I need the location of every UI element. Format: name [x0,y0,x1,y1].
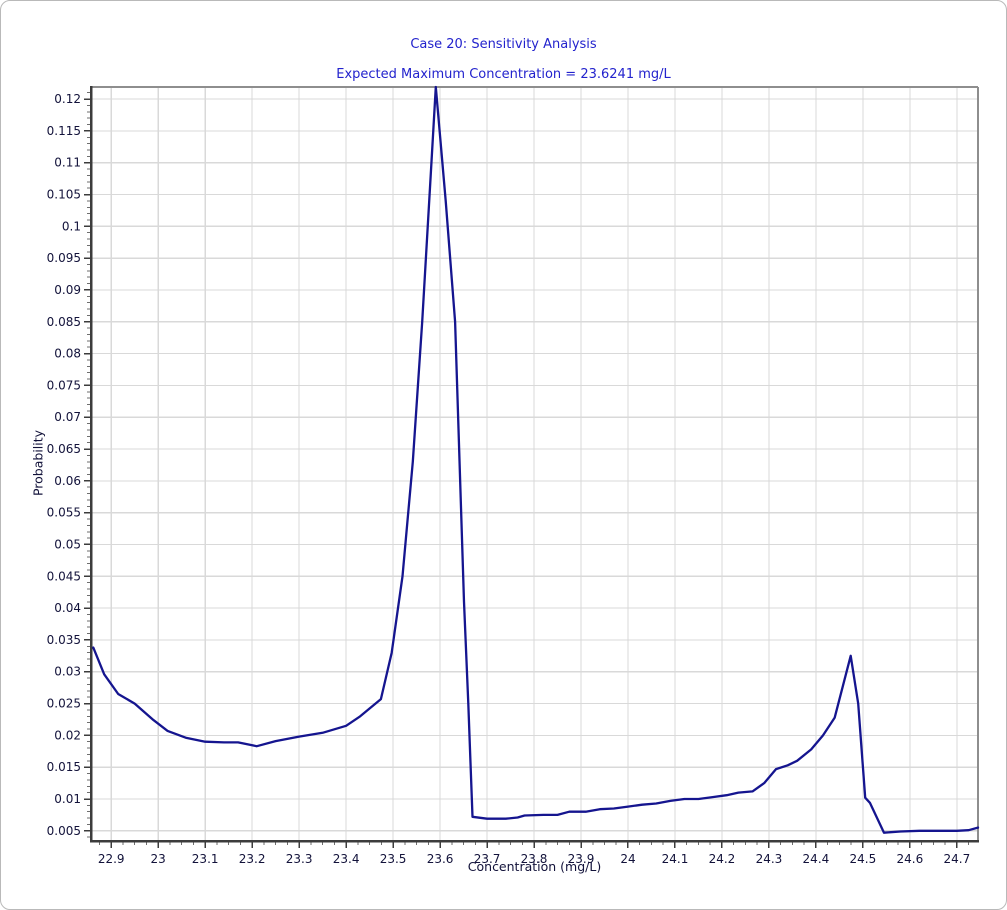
x-tick-label: 24.3 [756,852,783,866]
y-tick-label: 0.095 [47,251,81,265]
x-tick-label: 24.2 [709,852,736,866]
y-tick-label: 0.035 [47,633,81,647]
y-tick-label: 0.065 [47,442,81,456]
y-tick-label: 0.07 [54,410,81,424]
y-tick-label: 0.01 [54,792,81,806]
y-tick-label: 0.015 [47,760,81,774]
x-tick-label: 23 [151,852,166,866]
y-tick-label: 0.09 [54,283,81,297]
x-tick-label: 24.6 [897,852,924,866]
x-tick-label: 23.3 [286,852,313,866]
x-tick-label: 24 [620,852,635,866]
y-tick-label: 0.05 [54,537,81,551]
y-tick-label: 0.085 [47,315,81,329]
probability-curve [92,85,980,834]
y-tick-label: 0.11 [54,156,81,170]
chart-title: Case 20: Sensitivity Analysis [410,37,597,52]
y-tick-label: 0.02 [54,728,81,742]
y-tick-label: 0.105 [47,188,81,202]
y-tick-label: 0.04 [54,601,81,615]
x-tick-label: 23.1 [192,852,219,866]
x-tick-label: 22.9 [98,852,125,866]
x-tick-label: 23.9 [568,852,595,866]
y-tick-label: 0.1 [62,219,81,233]
x-axis-title: Concentration (mg/L) [467,859,602,874]
y-tick-label: 0.08 [54,347,81,361]
y-tick-label: 0.03 [54,665,81,679]
x-tick-label: 24.7 [943,852,970,866]
y-tick-label: 0.075 [47,378,81,392]
x-tick-label: 23.2 [239,852,266,866]
y-tick-label: 0.025 [47,697,81,711]
y-tick-label: 0.115 [47,124,81,138]
x-tick-label: 24.5 [850,852,877,866]
y-tick-label: 0.055 [47,506,81,520]
x-tick-label: 24.4 [803,852,830,866]
x-tick-label: 23.7 [474,852,501,866]
x-tick-label: 23.5 [380,852,407,866]
y-tick-label: 0.06 [54,474,81,488]
y-tick-label: 0.12 [54,92,81,106]
chart-subtitle: Expected Maximum Concentration = 23.6241… [336,67,671,82]
y-tick-label: 0.045 [47,569,81,583]
x-tick-label: 23.6 [427,852,454,866]
y-tick-label: 0.005 [47,824,81,838]
x-tick-label: 23.8 [521,852,548,866]
x-tick-label: 23.4 [333,852,360,866]
y-axis-title: Probability [30,429,46,497]
x-tick-label: 24.1 [662,852,689,866]
